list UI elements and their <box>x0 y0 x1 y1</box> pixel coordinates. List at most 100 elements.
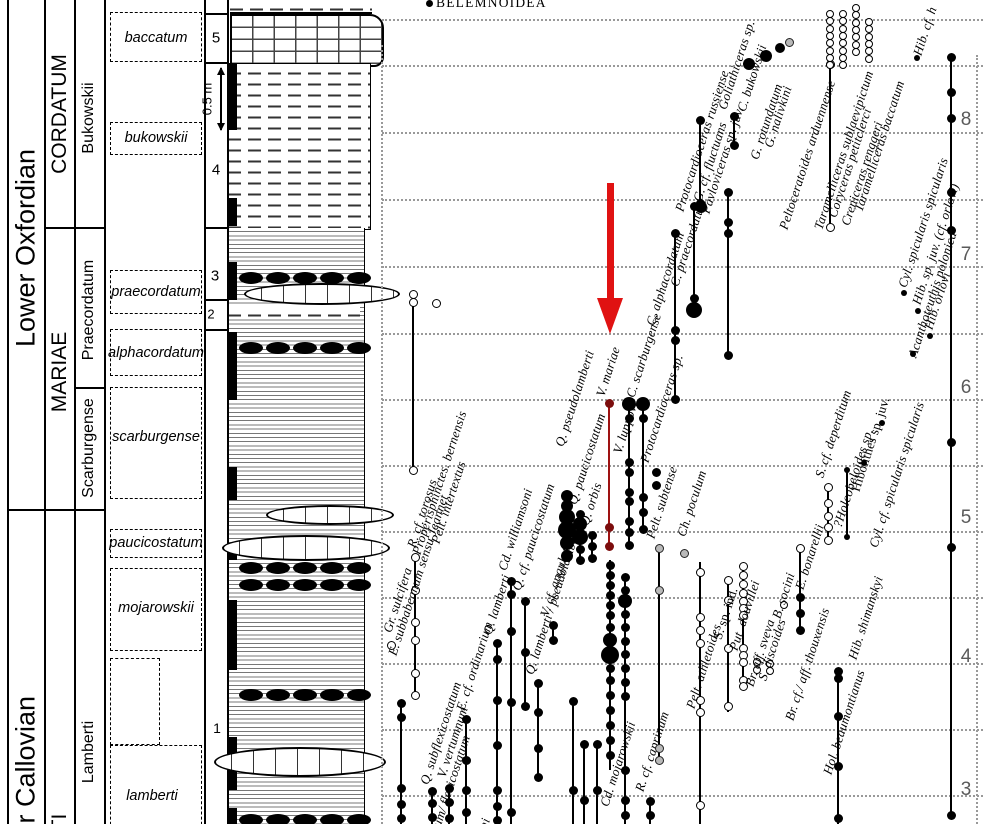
level-number: 8 <box>960 109 972 130</box>
occurrence-dot <box>396 799 406 809</box>
occurrence-dot <box>592 739 602 749</box>
nodule <box>239 272 263 284</box>
occurrence-dot <box>620 585 630 595</box>
occurrence-dot <box>823 511 833 521</box>
nodule <box>347 272 371 284</box>
column-border <box>204 0 206 824</box>
occurrence-dot <box>638 413 648 423</box>
chart-border-dotted <box>381 45 383 824</box>
zone-label: CORDATUM <box>48 54 71 174</box>
level-number: 7 <box>960 244 972 265</box>
occurrence-dot <box>738 657 748 667</box>
occurrence-dot <box>410 617 420 627</box>
level-gridline <box>382 597 983 599</box>
occurrence-dot <box>573 517 587 531</box>
occurrence-dot <box>492 801 502 811</box>
bed-boundary-tick <box>205 62 228 64</box>
occurrence-dot <box>560 536 574 550</box>
occurrence-dot <box>636 397 650 411</box>
occurrence-dot <box>624 496 634 506</box>
occurrence-dot <box>723 575 733 585</box>
legend-bullet-icon <box>426 0 433 7</box>
occurrence-dot <box>622 397 636 411</box>
occurrence-dot <box>620 795 630 805</box>
occurrence-dot <box>492 638 502 648</box>
occurrence-dot <box>492 785 502 795</box>
subzone-label: Lamberti <box>80 720 97 784</box>
bead-circle <box>839 61 847 70</box>
occurrence-dot <box>492 740 502 750</box>
bead-circle <box>852 47 860 56</box>
occurrence-dot <box>620 622 630 632</box>
nodule <box>293 272 317 284</box>
occurrence-dot <box>620 677 630 687</box>
occurrence-dot <box>695 638 705 648</box>
occurrence-dot <box>729 140 739 150</box>
species-range-line <box>607 403 611 548</box>
bed-above-5 <box>230 0 372 14</box>
occurrence-dot <box>679 548 689 558</box>
occurrence-dot <box>605 705 615 715</box>
occurrence-dot <box>795 592 805 602</box>
occurrence-dot <box>461 755 471 765</box>
occurrence-dot <box>946 810 956 820</box>
occurrence-dot <box>775 43 785 53</box>
occurrence-dot <box>738 681 748 691</box>
occurrence-dot <box>723 187 733 197</box>
nodule <box>293 689 317 701</box>
occurrence-dot <box>723 228 733 238</box>
occurrence-dot <box>603 633 617 647</box>
occurrence-dot <box>638 524 648 534</box>
chart-border-dotted <box>976 55 978 824</box>
nodule <box>347 562 371 574</box>
occurrence-dot <box>946 52 956 62</box>
species-label: Hib. cf. h <box>909 4 940 58</box>
level-number: 3 <box>960 779 972 800</box>
nodule <box>239 689 263 701</box>
column-border <box>104 0 106 824</box>
occurrence-dot <box>654 543 664 553</box>
occurrence-dot <box>689 293 699 303</box>
bead-circle <box>865 47 873 56</box>
bead-circle <box>852 33 860 42</box>
occurrence-dot <box>431 298 441 308</box>
column-border <box>44 0 46 824</box>
occurrence-dot <box>823 535 833 545</box>
nodule <box>347 814 371 824</box>
occurrence-dot <box>795 608 805 618</box>
horizon-box <box>110 745 202 824</box>
species-range-line <box>641 403 645 530</box>
occurrence-dot <box>795 543 805 553</box>
species-range-line <box>698 118 702 205</box>
occurrence-dot <box>396 698 406 708</box>
occurrence-dot <box>670 228 680 238</box>
occurrence-dot <box>605 622 615 632</box>
occurrence-dot <box>695 800 705 810</box>
horizon-label: lamberti <box>126 788 178 804</box>
occurrence-dot <box>723 701 733 711</box>
occurrence-dot <box>506 576 516 586</box>
nodule <box>266 814 290 824</box>
level-number: 4 <box>960 646 972 667</box>
occurrence-dot <box>654 585 664 595</box>
occurrence-dot <box>506 807 516 817</box>
zone-boundary-line <box>8 509 105 511</box>
occurrence-dot <box>444 783 454 793</box>
bed-5-limestone <box>230 14 384 67</box>
occurrence-dot <box>444 797 454 807</box>
occurrence-dot <box>695 201 707 213</box>
species-label: V. mariae <box>592 344 623 399</box>
occurrence-dot <box>575 555 585 565</box>
zone-boundary-line <box>45 227 105 229</box>
horizon-label: mojarowskii <box>118 600 194 616</box>
occurrence-dot <box>670 394 680 404</box>
occurrence-dot <box>620 636 630 646</box>
column-border <box>7 0 9 824</box>
occurrence-dot <box>587 553 597 563</box>
occurrence-dot <box>946 542 956 552</box>
nodule <box>266 689 290 701</box>
sample-bar-segment <box>228 600 237 670</box>
occurrence-dot <box>638 507 648 517</box>
occurrence-dot <box>861 460 867 466</box>
